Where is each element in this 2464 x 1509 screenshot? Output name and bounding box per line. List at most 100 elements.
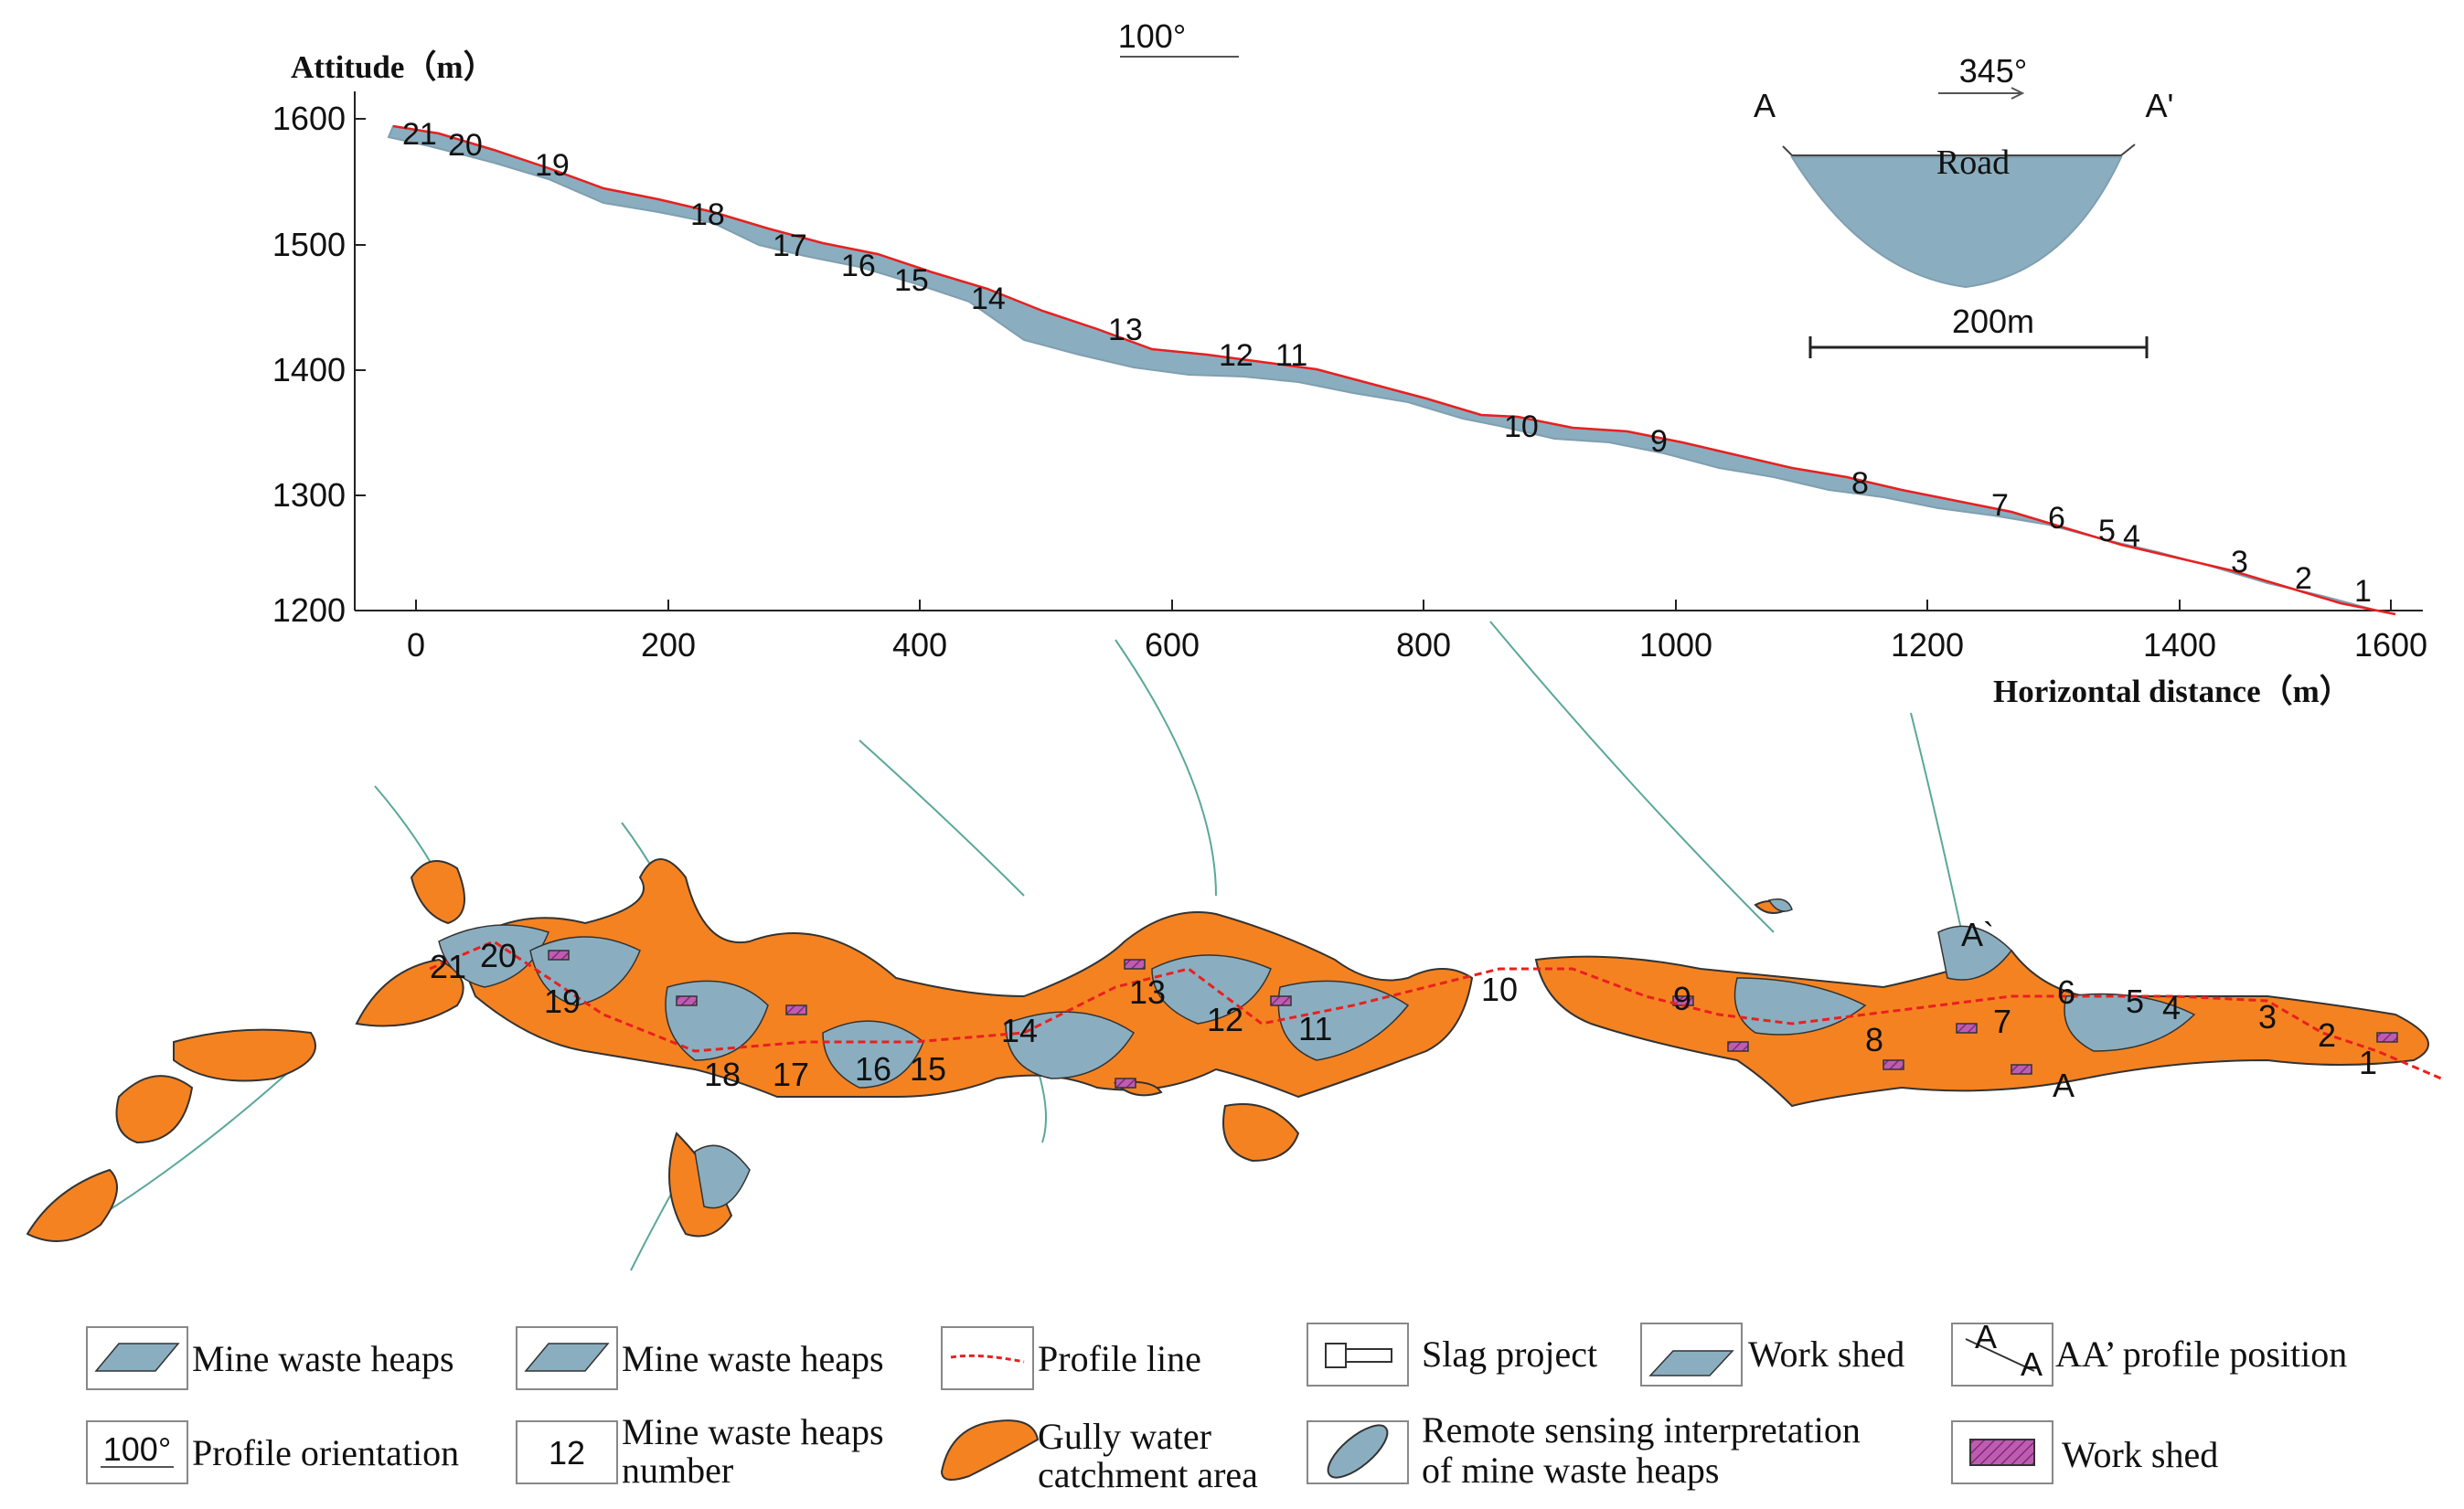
map-heap-number: 16 [855, 1050, 891, 1088]
mine-waste-heaps [438, 898, 2196, 1209]
profile-chart: 100° Attitude（m） Horizontal distance（m） … [272, 17, 2427, 709]
y-tick: 1300 [272, 476, 346, 514]
legend-item-gully: Gully water catchment area [940, 1416, 1258, 1495]
plan-map: 21 20 19 18 17 16 15 14 13 12 11 10 9 8 … [26, 621, 2442, 1271]
x-axis-ticks: 0 200 400 600 800 1000 1200 1400 1600 [407, 600, 2427, 664]
y-tick: 1600 [272, 100, 346, 137]
legend-label: Gully water [1038, 1416, 1211, 1457]
legend-label: Mine waste heaps [622, 1411, 884, 1452]
map-heap-number: 21 [430, 948, 466, 985]
x-tick: 0 [407, 626, 425, 664]
legend-item-work-shed-2: Work shed [1951, 1420, 2218, 1484]
legend-item-work-shed-1: Work shed [1640, 1323, 1904, 1387]
x-axis-title: Horizontal distance（m） [1993, 674, 2352, 709]
map-heap-number: 8 [1865, 1021, 1883, 1058]
legend-icon-a: A [1975, 1318, 1997, 1355]
profile-heap-number: 2 [2295, 561, 2312, 596]
inset-valley-fill [1790, 156, 2123, 289]
map-heap-number: 3 [2258, 998, 2277, 1036]
legend-label: Slag project [1422, 1334, 1597, 1375]
profile-heap-number: 3 [2231, 545, 2248, 579]
map-profile-line [429, 940, 2442, 1080]
map-heap-number: 15 [910, 1050, 946, 1088]
y-axis-title: Attitude（m） [291, 49, 496, 85]
profile-heap-number: 6 [2048, 501, 2065, 536]
profile-heap-number: 13 [1108, 313, 1143, 347]
profile-orientation-label: 100° [1118, 17, 1186, 55]
profile-heap-number: 9 [1650, 424, 1668, 459]
legend: Mine waste heaps Mine waste heaps Profil… [86, 1318, 2347, 1495]
x-tick: 600 [1145, 626, 1200, 664]
map-heap-number: 18 [704, 1056, 741, 1093]
profile-heap-number: 5 [2098, 514, 2116, 548]
legend-label: AA’ profile position [2055, 1334, 2347, 1375]
map-heap-number: 12 [1207, 1001, 1243, 1038]
legend-item-heaps-2: Mine waste heaps [516, 1326, 884, 1390]
map-heap-number: 6 [2057, 973, 2075, 1011]
profile-surface-line [392, 124, 2396, 616]
x-tick: 1000 [1639, 626, 1712, 664]
profile-heap-number: 19 [535, 148, 570, 183]
profile-heap-number: 20 [448, 128, 483, 163]
map-heap-numbers: 21 20 19 18 17 16 15 14 13 12 11 10 9 8 … [430, 916, 2377, 1104]
profile-heap-number: 7 [1991, 488, 2009, 523]
map-heap-number: 11 [1298, 1010, 1332, 1047]
legend-label: Work shed [1748, 1334, 1904, 1375]
profile-heap-number: 4 [2123, 519, 2140, 554]
legend-icon-aprime: A [2021, 1345, 2043, 1383]
legend-label: Profile orientation [192, 1432, 459, 1473]
map-heap-number: 20 [480, 937, 517, 974]
inset-label-a-prime: A' [2146, 87, 2174, 124]
legend-label: Mine waste heaps [622, 1338, 884, 1379]
map-heap-number: 17 [773, 1056, 809, 1093]
y-tick: 1200 [272, 591, 346, 629]
inset-scale-label: 200m [1952, 303, 2034, 340]
profile-heap-numbers: 21 20 19 18 17 16 15 14 13 12 11 10 9 8 … [402, 117, 2372, 609]
legend-item-slag-project: Slag project [1307, 1323, 1597, 1387]
map-heap-number: 1 [2359, 1044, 2377, 1081]
map-a-label: A [2053, 1067, 2075, 1104]
legend-item-profile-orientation: 100° Profile orientation [86, 1420, 459, 1484]
inset-cross-section: 345° A A' Road 200m [1754, 52, 2173, 358]
legend-item-profile-line: Profile line [941, 1326, 1201, 1390]
profile-heap-number: 8 [1851, 466, 1869, 501]
profile-heap-number: 15 [894, 263, 929, 298]
map-heap-number: 13 [1129, 973, 1166, 1011]
legend-item-heap-number: 12 Mine waste heaps number [516, 1411, 884, 1491]
x-tick: 400 [892, 626, 947, 664]
profile-heap-number: 16 [841, 249, 876, 283]
map-heap-number: 14 [1001, 1012, 1038, 1049]
map-heap-number: 4 [2162, 989, 2181, 1026]
x-tick: 800 [1396, 626, 1451, 664]
gully-catchment-areas [26, 858, 2429, 1242]
x-tick: 1200 [1891, 626, 1964, 664]
map-a-prime-label: A` [1961, 916, 1994, 953]
legend-label: Profile line [1038, 1338, 1201, 1379]
inset-label-a: A [1754, 87, 1776, 124]
legend-label: of mine waste heaps [1422, 1450, 1719, 1491]
map-heap-number: 19 [544, 983, 581, 1020]
legend-label: number [622, 1450, 733, 1491]
legend-item-heaps-1: Mine waste heaps [86, 1326, 454, 1390]
legend-item-remote-sensing: Remote sensing interpretation of mine wa… [1307, 1409, 1861, 1491]
legend-item-aa-profile-position: A A AA’ profile position [1951, 1318, 2347, 1387]
profile-heap-number: 12 [1219, 338, 1253, 373]
x-tick: 1600 [2354, 626, 2427, 664]
x-tick: 1400 [2143, 626, 2216, 664]
profile-heap-number: 10 [1504, 409, 1539, 444]
profile-heap-number: 18 [690, 197, 725, 232]
y-tick: 1400 [272, 351, 346, 388]
legend-label: catchment area [1038, 1454, 1258, 1495]
y-tick: 1500 [272, 226, 346, 263]
legend-icon-number: 12 [549, 1434, 585, 1472]
legend-label: Remote sensing interpretation [1422, 1409, 1861, 1451]
y-axis-ticks: 1600 1500 1400 1300 1200 [272, 100, 366, 629]
inset-orientation-label: 345° [1959, 52, 2027, 90]
map-heap-number: 10 [1481, 971, 1518, 1008]
legend-icon-orientation: 100° [103, 1430, 171, 1468]
profile-heap-number: 11 [1275, 338, 1307, 373]
profile-heap-number: 21 [402, 117, 437, 152]
map-heap-number: 2 [2318, 1016, 2336, 1054]
profile-heap-number: 14 [971, 282, 1006, 316]
map-heap-number: 7 [1993, 1003, 2011, 1040]
